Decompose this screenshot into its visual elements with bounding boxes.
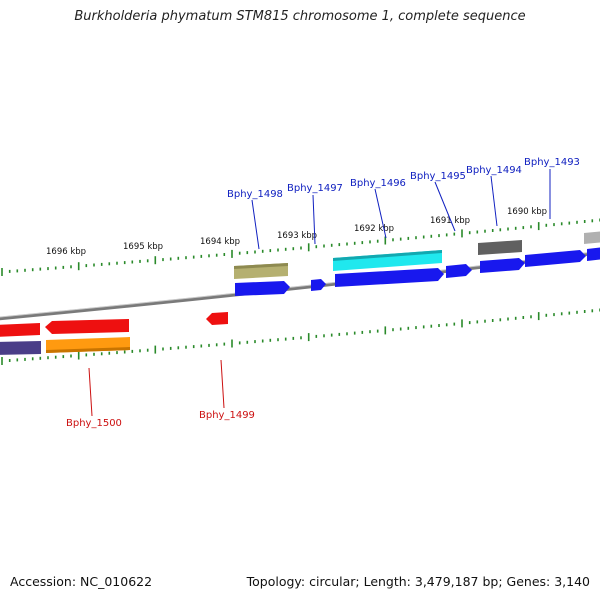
scale-label: 1690 kbp: [507, 207, 547, 217]
gene-arrow[interactable]: [446, 264, 472, 278]
gene-arrow[interactable]: [480, 258, 525, 273]
feature-block[interactable]: [478, 240, 522, 255]
gene-labels: Bphy_1498 Bphy_1497 Bphy_1496 Bphy_1495 …: [66, 157, 580, 429]
tick-row-inner: [1, 308, 600, 365]
minus-strand-genes: [0, 312, 228, 337]
plus-strand-features: [234, 231, 600, 279]
feature-block[interactable]: [234, 263, 288, 269]
scale-labels: 1696 kbp 1695 kbp 1694 kbp 1693 kbp 1692…: [46, 207, 547, 257]
gene-arrow[interactable]: [206, 312, 228, 325]
gene-arrow[interactable]: [45, 319, 129, 334]
gene-arrow[interactable]: [525, 250, 586, 267]
scale-label: 1693 kbp: [277, 231, 317, 241]
gene-arrow[interactable]: [235, 281, 290, 296]
gene-arrow[interactable]: [311, 279, 326, 291]
gene-arrow[interactable]: [335, 268, 444, 287]
gene-label-bphy-1500[interactable]: Bphy_1500: [66, 418, 122, 429]
topology-summary: Topology: circular; Length: 3,479,187 bp…: [246, 574, 590, 589]
accession-label: Accession: NC_010622: [10, 574, 153, 589]
gene-label-bphy-1499[interactable]: Bphy_1499: [199, 410, 255, 421]
gene-label-bphy-1495[interactable]: Bphy_1495: [410, 171, 466, 182]
plus-strand-genes: [235, 247, 600, 296]
gene-label-bphy-1498[interactable]: Bphy_1498: [227, 189, 283, 200]
gene-arrow[interactable]: [0, 323, 40, 337]
gene-arrow[interactable]: [587, 247, 600, 261]
scale-label: 1694 kbp: [200, 237, 240, 247]
gene-label-bphy-1494[interactable]: Bphy_1494: [466, 165, 522, 176]
gene-label-bphy-1497[interactable]: Bphy_1497: [287, 183, 343, 194]
feature-block[interactable]: [46, 347, 130, 353]
scale-label: 1696 kbp: [46, 247, 86, 257]
tick-row-outer: [1, 218, 600, 276]
feature-block[interactable]: [0, 341, 41, 355]
scale-label: 1691 kbp: [430, 216, 470, 226]
minus-strand-features: [0, 337, 130, 355]
gene-leader-lines: [88, 169, 551, 417]
gene-label-bphy-1496[interactable]: Bphy_1496: [350, 178, 406, 189]
scale-label: 1695 kbp: [123, 242, 163, 252]
map-title: Burkholderia phymatum STM815 chromosome …: [74, 9, 526, 24]
feature-block[interactable]: [333, 250, 442, 261]
scale-label: 1692 kbp: [354, 224, 394, 234]
feature-block[interactable]: [333, 250, 442, 271]
gene-label-bphy-1493[interactable]: Bphy_1493: [524, 157, 580, 168]
feature-block[interactable]: [584, 231, 600, 244]
